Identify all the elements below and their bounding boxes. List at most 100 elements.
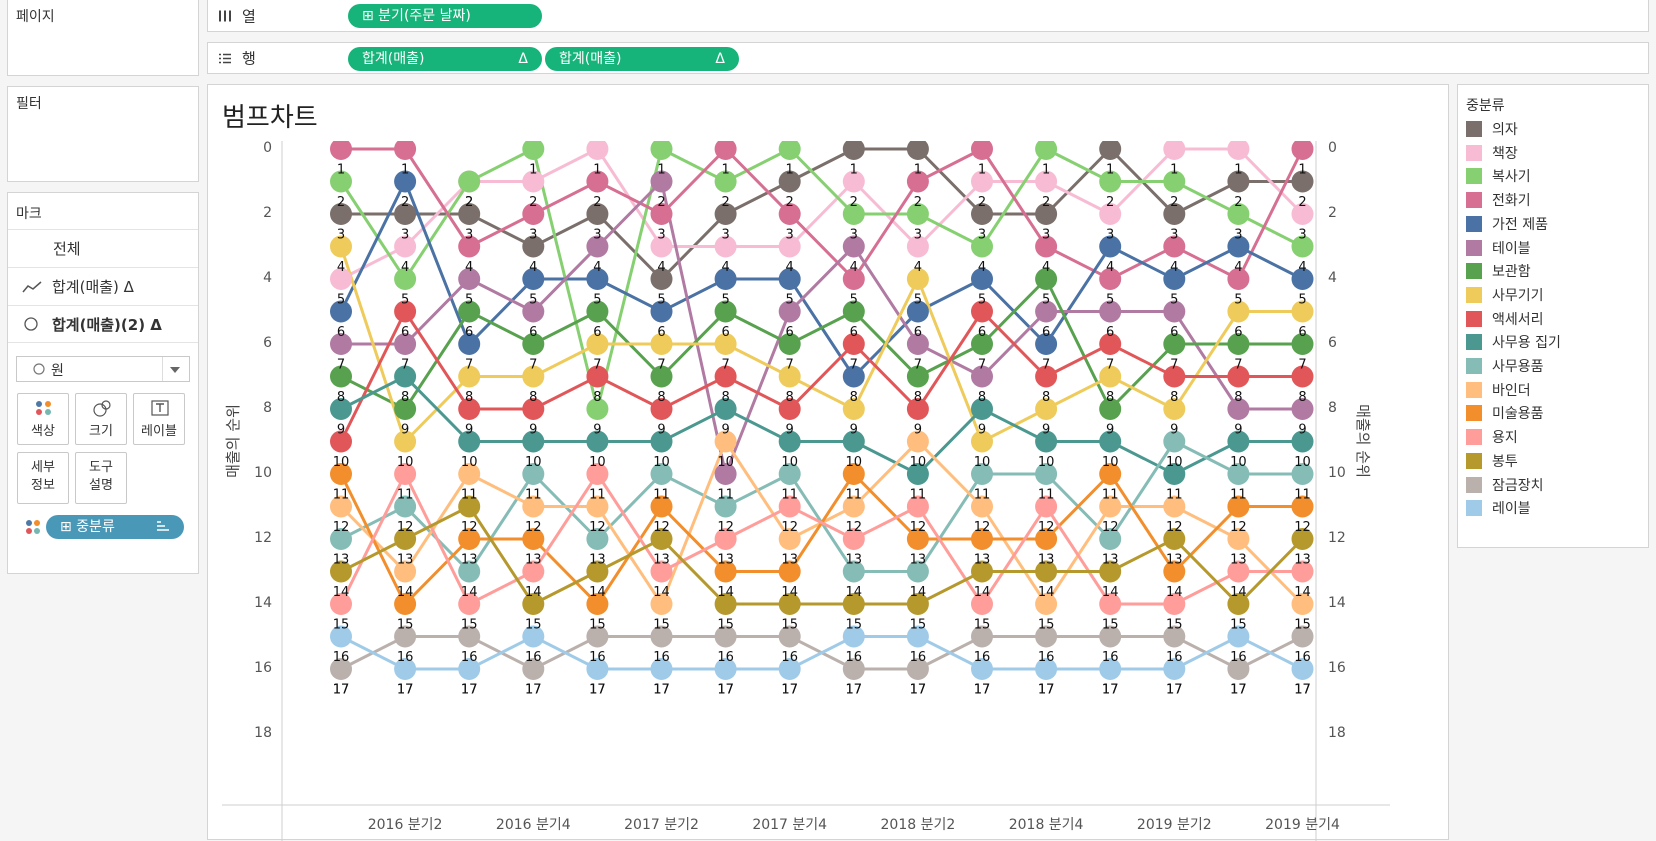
data-label: 9 xyxy=(401,423,409,438)
data-label: 3 xyxy=(914,228,922,243)
tooltip-button[interactable]: 도구 설명 xyxy=(75,452,127,504)
y-tick-label-left: 0 xyxy=(263,141,272,156)
data-label: 10 xyxy=(653,455,670,470)
color-button[interactable]: 색상 xyxy=(17,393,69,445)
data-point xyxy=(330,365,352,388)
legend-item[interactable]: 액세서리 xyxy=(1466,307,1544,331)
data-label: 8 xyxy=(1298,390,1306,405)
data-point xyxy=(586,593,609,615)
data-label: 4 xyxy=(1170,260,1178,275)
data-point xyxy=(1035,333,1058,355)
legend-item[interactable]: 복사기 xyxy=(1466,164,1531,188)
detail-button[interactable]: 세부 정보 xyxy=(17,452,69,504)
circle-icon xyxy=(24,317,38,331)
data-point xyxy=(650,658,673,680)
data-label: 15 xyxy=(781,618,798,633)
marks-layer1-tab[interactable]: 합계(매출) Δ xyxy=(8,267,198,305)
y-tick-label-left: 18 xyxy=(254,725,272,741)
marks-layer1-label: 합계(매출) Δ xyxy=(52,278,134,296)
legend-label: 미술용품 xyxy=(1492,406,1544,423)
rows-pill-label-2: 합계(매출) xyxy=(559,51,622,67)
data-label: 6 xyxy=(786,325,794,340)
data-label: 5 xyxy=(850,293,858,308)
legend-item[interactable]: 바인더 xyxy=(1466,378,1531,402)
legend-item[interactable]: 레이블 xyxy=(1466,496,1531,520)
size-button[interactable]: 크기 xyxy=(75,393,127,445)
data-point xyxy=(586,658,609,680)
mark-type-dropdown[interactable]: 원 xyxy=(16,356,190,382)
data-label: 15 xyxy=(1038,618,1055,633)
data-point xyxy=(842,430,865,453)
rows-pill-sales-2[interactable]: 합계(매출) Δ xyxy=(545,47,739,71)
data-label: 17 xyxy=(717,683,734,698)
legend-label: 사무기기 xyxy=(1492,287,1544,304)
data-label: 7 xyxy=(850,358,858,373)
data-label: 6 xyxy=(914,325,922,340)
data-point xyxy=(458,528,481,550)
columns-pill-quarter[interactable]: ⊞ 분기(주문 날짜) xyxy=(348,4,542,28)
data-point xyxy=(1163,560,1186,583)
data-point xyxy=(842,300,865,323)
legend-item[interactable]: 용지 xyxy=(1466,425,1518,449)
legend-item[interactable]: 테이블 xyxy=(1466,236,1531,260)
data-label: 9 xyxy=(1106,423,1114,438)
rows-pill-sales-1[interactable]: 합계(매출) Δ xyxy=(348,47,542,71)
legend-swatch xyxy=(1466,500,1482,517)
marks-all-tab[interactable]: 전체 xyxy=(8,229,198,267)
rows-shelf[interactable]: 행 합계(매출) Δ 합계(매출) Δ xyxy=(207,42,1649,74)
legend-item[interactable]: 전화기 xyxy=(1466,188,1531,212)
data-label: 4 xyxy=(786,260,794,275)
legend-swatch xyxy=(1466,286,1482,303)
marks-layer2-tab[interactable]: 합계(매출)(2) Δ xyxy=(8,305,198,343)
data-label: 6 xyxy=(1106,325,1114,340)
legend-item[interactable]: 의자 xyxy=(1466,117,1518,141)
data-label: 9 xyxy=(337,423,345,438)
data-label: 17 xyxy=(1294,683,1311,698)
data-point xyxy=(1035,235,1058,258)
color-field-pill[interactable]: ⊞ 중분류 xyxy=(46,515,184,539)
data-label: 3 xyxy=(593,228,601,243)
x-tick-label: 2017 분기2 xyxy=(624,817,699,833)
legend-item[interactable]: 잠금장치 xyxy=(1466,473,1544,497)
data-label: 4 xyxy=(529,260,537,275)
data-point xyxy=(330,333,352,355)
data-point xyxy=(586,560,609,583)
data-label: 16 xyxy=(461,650,478,665)
legend-item[interactable]: 미술용품 xyxy=(1466,401,1544,425)
data-point xyxy=(971,528,993,550)
data-label: 10 xyxy=(333,455,350,470)
data-point xyxy=(1163,528,1186,550)
pages-card[interactable]: 페이지 xyxy=(7,0,199,76)
legend-item[interactable]: 사무기기 xyxy=(1466,283,1544,307)
y-tick-label-left: 2 xyxy=(263,205,272,221)
legend-item[interactable]: 가전 제품 xyxy=(1466,212,1548,236)
data-point xyxy=(522,593,545,615)
data-label: 17 xyxy=(717,683,734,698)
label-button[interactable]: 레이블 xyxy=(133,393,185,445)
data-label: 4 xyxy=(1106,260,1114,275)
data-point xyxy=(650,268,673,290)
data-label: 17 xyxy=(1230,683,1247,698)
data-point xyxy=(1227,170,1250,193)
filters-card[interactable]: 필터 xyxy=(7,86,199,182)
data-point xyxy=(522,528,545,550)
data-point xyxy=(586,625,609,648)
legend-item[interactable]: 보관함 xyxy=(1466,259,1531,283)
data-label: 7 xyxy=(337,358,345,373)
legend-item[interactable]: 사무용 집기 xyxy=(1466,330,1561,354)
legend-item[interactable]: 책장 xyxy=(1466,141,1518,165)
data-label: 7 xyxy=(978,358,986,373)
data-point xyxy=(1163,593,1186,615)
data-point xyxy=(394,560,417,583)
data-point xyxy=(1163,463,1186,485)
data-label: 11 xyxy=(781,488,798,503)
columns-shelf[interactable]: 열 ⊞ 분기(주문 날짜) xyxy=(207,0,1649,32)
data-label: 8 xyxy=(401,390,409,405)
data-label: 16 xyxy=(653,650,670,665)
data-point xyxy=(1291,625,1314,648)
data-label: 15 xyxy=(525,618,542,633)
legend-item[interactable]: 사무용품 xyxy=(1466,354,1544,378)
data-label: 10 xyxy=(910,455,927,470)
legend-item[interactable]: 봉투 xyxy=(1466,449,1518,473)
